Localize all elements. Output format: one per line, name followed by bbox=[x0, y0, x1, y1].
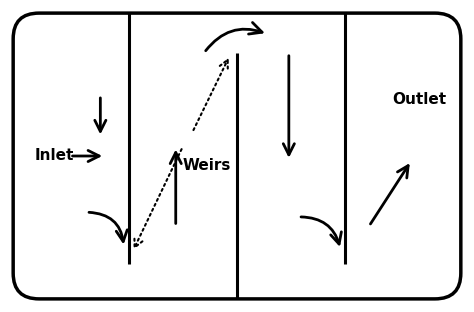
Text: Weirs: Weirs bbox=[183, 158, 231, 173]
FancyBboxPatch shape bbox=[13, 13, 461, 299]
Text: Outlet: Outlet bbox=[392, 92, 447, 107]
Text: Inlet: Inlet bbox=[35, 149, 74, 163]
